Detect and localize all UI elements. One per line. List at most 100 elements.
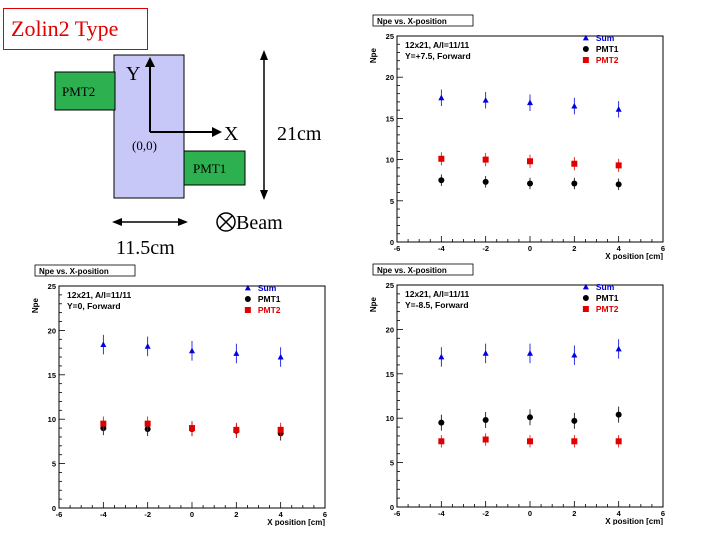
plot-y-0: Npe vs. X-position -6 -4 -2 0 2 4 6 0 5 10 15 20 25 X … (31, 264, 327, 526)
data-point (482, 156, 489, 163)
series-pmt2 (438, 152, 622, 172)
pmt2-box (54, 71, 116, 111)
data-point (233, 426, 240, 433)
x-tick-label: 2 (572, 244, 576, 253)
info-line: Y=0, Forward (67, 301, 121, 311)
plot-title: Npe vs. X-position (377, 266, 447, 275)
pmt2-label: PMT2 (62, 84, 95, 99)
y-tick-label: 0 (52, 504, 56, 513)
height-label: 21cm (277, 123, 322, 145)
info-line: Y=+7.5, Forward (405, 51, 471, 61)
y-tick-label: 15 (386, 370, 394, 379)
series-sum (438, 339, 622, 367)
x-tick-label: -6 (56, 510, 63, 519)
x-tick-label: 6 (323, 510, 327, 519)
series-pmt2 (100, 416, 284, 437)
plot-frame (58, 285, 326, 509)
data-point (527, 350, 533, 356)
series-sum (100, 334, 284, 367)
legend-marker-sum (582, 34, 589, 41)
y-arrow-head (145, 57, 155, 67)
data-point (571, 417, 578, 424)
y-tick-label: 20 (48, 326, 56, 335)
legend-label-sum: Sum (596, 282, 615, 292)
y-axis-label: Npe (369, 296, 378, 312)
data-point (438, 177, 445, 184)
y-tick-label: 10 (48, 415, 56, 424)
data-point (482, 416, 489, 423)
y-tick-label: 10 (386, 156, 394, 165)
x-tick-label: -2 (482, 509, 489, 518)
legend-label-pmt1: PMT1 (596, 293, 619, 303)
plot-y-plus-7-5: Npe vs. X-position -6 -4 -2 0 2 4 6 0 5 10 15 20 25 X … (369, 14, 665, 260)
data-point (482, 97, 489, 103)
plot-title: Npe vs. X-position (39, 267, 109, 276)
plot-frame (396, 35, 664, 243)
data-point (277, 353, 284, 360)
pmt1-label: PMT1 (193, 161, 226, 176)
legend-marker-sum (244, 284, 251, 291)
data-point (571, 102, 578, 109)
origin-label: (0,0) (132, 138, 157, 153)
data-point (144, 420, 151, 427)
x-tick-label: 0 (190, 510, 194, 519)
slide-title: Zolin2 Type (3, 8, 148, 50)
series-pmt1 (438, 406, 622, 431)
data-point (438, 155, 445, 162)
y-tick-label: 0 (390, 238, 394, 247)
x-tick-label: -2 (482, 244, 489, 253)
legend-label-pmt1: PMT1 (258, 294, 281, 304)
beam-icon (216, 212, 236, 232)
x-tick-label: 4 (279, 510, 284, 519)
x-axis-label: X position [cm] (267, 518, 325, 526)
legend-label-pmt2: PMT2 (596, 304, 619, 314)
height-arrow-bottom (260, 190, 268, 200)
x-tick-label: -6 (394, 509, 401, 518)
beam-label: Beam (236, 212, 283, 234)
data-point (438, 438, 445, 445)
y-tick-label: 10 (386, 414, 394, 423)
y-axis-label: Npe (369, 47, 378, 63)
data-point (615, 411, 622, 418)
data-point (571, 160, 578, 167)
x-tick-label: -6 (394, 244, 401, 253)
x-tick-label: -4 (438, 244, 445, 253)
x-arrow-head (212, 127, 222, 137)
data-point (527, 414, 533, 421)
data-point (571, 438, 578, 445)
x-tick-label: 0 (528, 244, 532, 253)
width-arrow-left (112, 218, 122, 226)
plot-title-box (372, 263, 474, 276)
data-point (189, 425, 195, 432)
data-point (233, 350, 240, 356)
data-point (482, 350, 489, 356)
y-tick-label: 15 (48, 371, 56, 380)
data-point (527, 158, 533, 165)
legend-label-pmt2: PMT2 (596, 55, 619, 65)
x-tick-label: 4 (617, 509, 622, 518)
x-tick-label: 0 (528, 509, 532, 518)
data-point (615, 106, 622, 112)
info-line: 12x21, A/l=11/11 (405, 289, 469, 299)
data-point (100, 420, 107, 427)
x-axis-label: X position [cm] (605, 517, 663, 525)
data-point (571, 351, 578, 358)
legend-marker-pmt2 (244, 307, 251, 313)
data-point (438, 353, 445, 360)
x-tick-label: 6 (661, 244, 665, 253)
y-tick-label: 0 (390, 503, 394, 512)
plot-title-box (34, 264, 136, 277)
series-pmt1 (438, 174, 622, 191)
series-pmt2 (438, 433, 622, 448)
y-tick-label: 25 (386, 281, 394, 290)
x-tick-label: -4 (438, 509, 445, 518)
x-axis-label: X (224, 123, 239, 145)
info-line: Y=-8.5, Forward (405, 300, 469, 310)
height-arrow-top (260, 50, 268, 60)
data-point (277, 426, 284, 433)
data-point (438, 419, 445, 426)
x-axis-label: X position [cm] (605, 252, 663, 260)
legend-marker-pmt2 (582, 306, 589, 312)
info-line: 12x21, A/l=11/11 (405, 40, 469, 50)
y-tick-label: 15 (386, 114, 394, 123)
